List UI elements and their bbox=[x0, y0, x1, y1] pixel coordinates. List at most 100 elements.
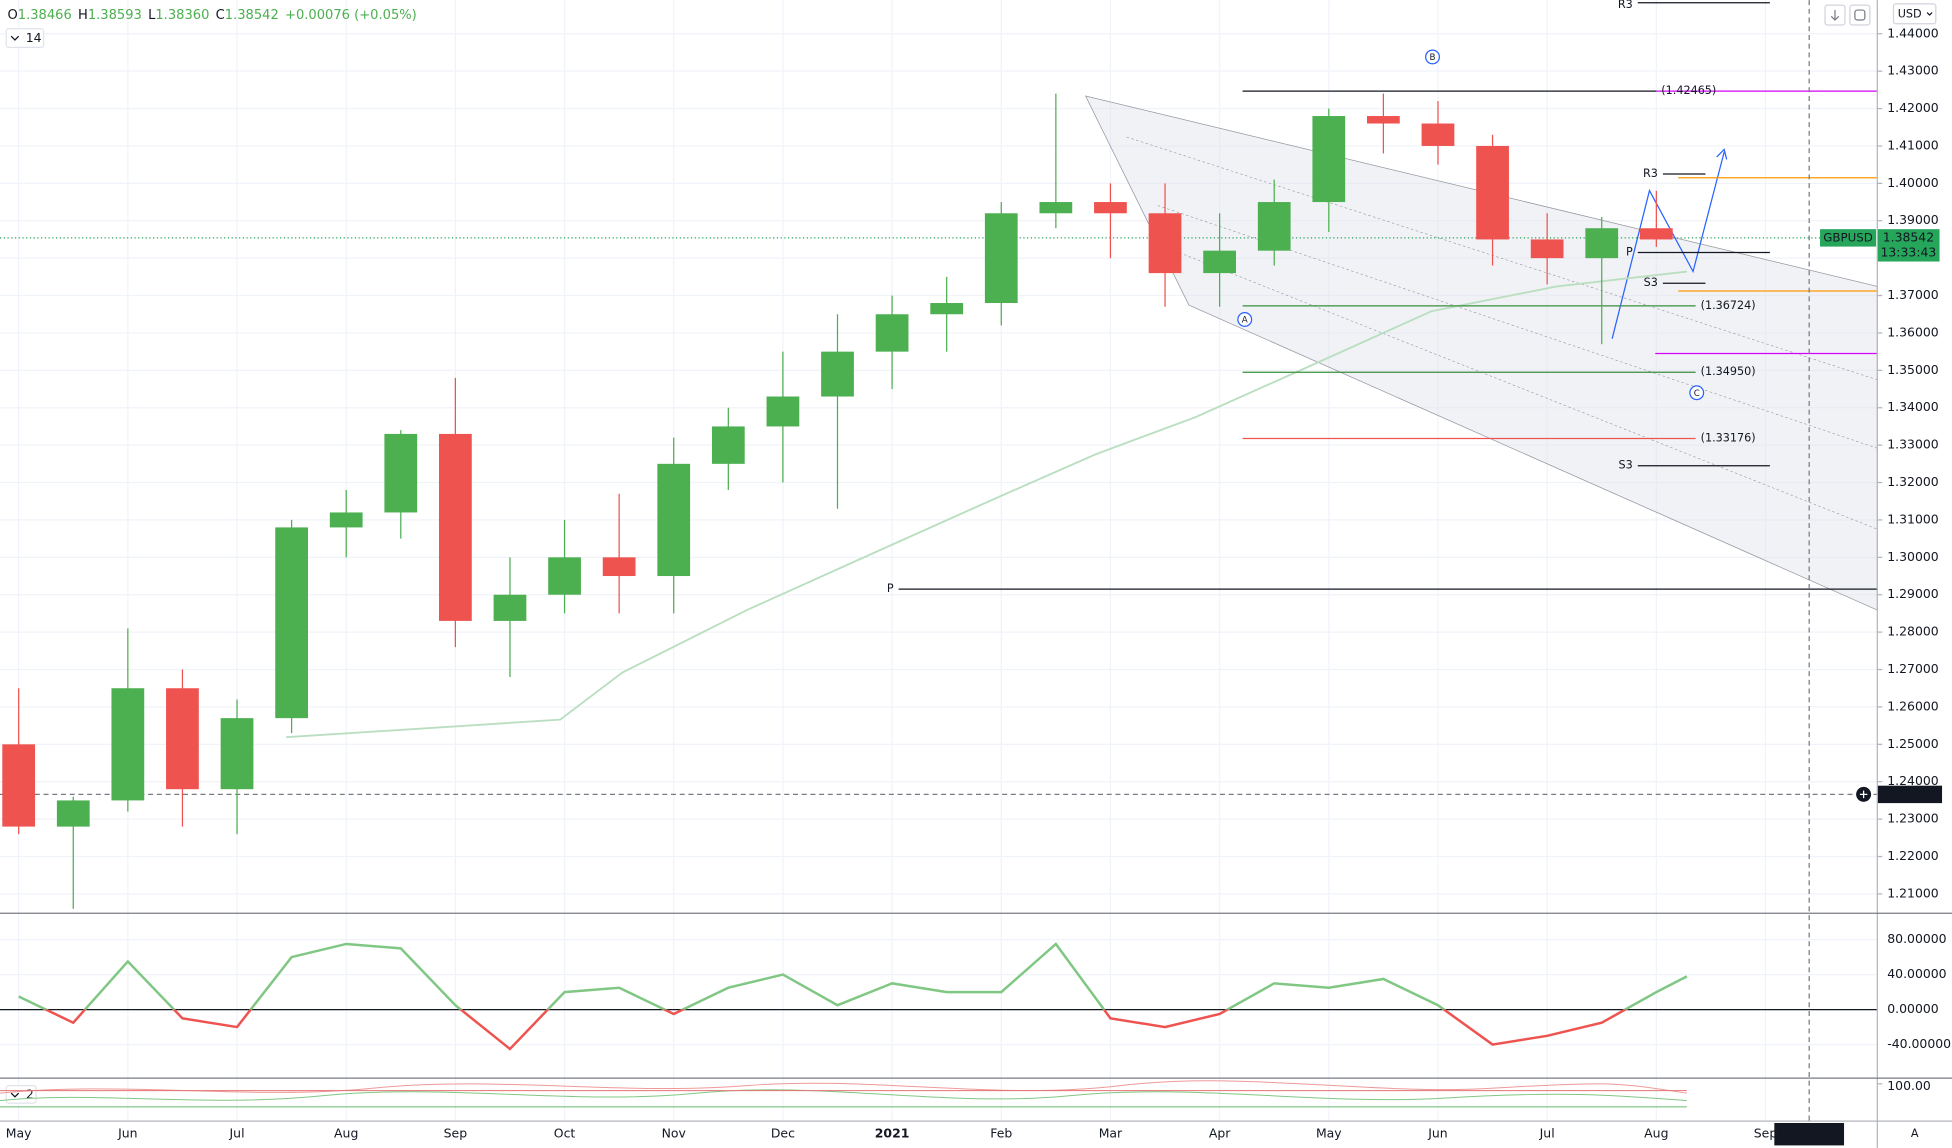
wave-marker bbox=[1425, 49, 1440, 65]
pivot-label: R3 bbox=[1643, 167, 1658, 180]
candle-body bbox=[930, 303, 964, 315]
x-tick-label: Sep bbox=[444, 1126, 468, 1141]
candle-body bbox=[1094, 202, 1127, 214]
candle-body bbox=[1312, 116, 1346, 203]
candle-body bbox=[56, 800, 90, 827]
y-tick-label: 1.28000 bbox=[1887, 624, 1939, 639]
crosshair-price-box bbox=[1877, 785, 1943, 804]
scale-button: A bbox=[1911, 1127, 1919, 1140]
ohlc-key: C bbox=[216, 8, 225, 23]
y-tick-label: 1.40000 bbox=[1887, 175, 1939, 190]
candle-body bbox=[766, 396, 800, 427]
x-tick-label: Oct bbox=[554, 1126, 576, 1141]
marks bbox=[0, 0, 1878, 1121]
wave-label: C bbox=[1694, 389, 1700, 399]
collapse-icon bbox=[10, 1092, 20, 1098]
channel-midline bbox=[1170, 248, 1878, 530]
y-tick-label: 1.42000 bbox=[1887, 100, 1939, 115]
candle-body bbox=[657, 463, 691, 577]
y-tick-label: 1.26000 bbox=[1887, 698, 1939, 713]
x-tick-label: Aug bbox=[1644, 1126, 1668, 1141]
x-tick-label: Mar bbox=[1099, 1126, 1123, 1141]
ohlc-key: H bbox=[78, 8, 88, 23]
ohlc-key: O bbox=[7, 8, 17, 23]
candle-body bbox=[493, 594, 527, 621]
candle-body bbox=[439, 433, 472, 621]
last-price-label: 1.38542 bbox=[1883, 229, 1934, 244]
y-tick-label: 1.21000 bbox=[1887, 885, 1939, 900]
x-tick-label: Dec bbox=[771, 1126, 795, 1141]
ohlc-header: O1.38466 H1.38593 L1.38360 C1.38542 +0.00076… bbox=[7, 8, 416, 23]
candle-body bbox=[548, 557, 581, 595]
fib-label: (1.42465) bbox=[1661, 84, 1716, 97]
y-tick-label: 1.30000 bbox=[1887, 549, 1939, 564]
x-tick-label: Jul bbox=[229, 1126, 245, 1141]
wave-label: A bbox=[1242, 316, 1248, 326]
candle-body bbox=[1639, 228, 1673, 240]
y-tick-label: 1.27000 bbox=[1887, 661, 1939, 676]
x-tick-label: May bbox=[6, 1126, 32, 1141]
x-tick-label: Jun bbox=[1427, 1126, 1447, 1141]
pane3-label: 2 bbox=[26, 1086, 34, 1101]
inputs-label: 14 bbox=[26, 30, 42, 45]
candle-body bbox=[166, 688, 199, 790]
y-tick-label: 1.23000 bbox=[1887, 811, 1939, 826]
inputs-box bbox=[5, 28, 45, 49]
crosshair-date-box bbox=[1774, 1123, 1845, 1146]
candle-body bbox=[1039, 202, 1073, 214]
pivot-label: S3 bbox=[1619, 459, 1633, 472]
ohlc-change: +0.00076 (+0.05%) bbox=[285, 8, 417, 23]
crosshair-price-label: 1.23661 bbox=[1884, 786, 1935, 801]
y-tick-label: 80.00000 bbox=[1887, 931, 1946, 946]
candle-body bbox=[1476, 145, 1509, 240]
candle-body bbox=[875, 314, 909, 352]
ohlc-value: 1.38466 bbox=[18, 8, 72, 23]
x-tick-label: Nov bbox=[662, 1126, 686, 1141]
countdown-label: 13:33:43 bbox=[1880, 244, 1936, 259]
candle-body bbox=[2, 744, 36, 827]
pivot-label: P bbox=[1626, 246, 1633, 259]
crosshair-date-label: 16 Sep '21 bbox=[1776, 1126, 1842, 1141]
moving-average bbox=[286, 270, 1688, 739]
candle-body bbox=[329, 512, 363, 528]
x-tick-label: Jul bbox=[1539, 1126, 1555, 1141]
fib-label: (1.36724) bbox=[1701, 299, 1756, 312]
channel-midline bbox=[1126, 136, 1878, 381]
currency-button[interactable] bbox=[1892, 3, 1937, 25]
candle-body bbox=[275, 527, 308, 719]
x-tick-label: May bbox=[1316, 1126, 1342, 1141]
currency-caret bbox=[1926, 12, 1933, 16]
candle-body bbox=[1585, 228, 1619, 259]
y-tick-label: 1.22000 bbox=[1887, 848, 1939, 863]
y-tick-label: 1.37000 bbox=[1887, 287, 1939, 302]
reset-button[interactable] bbox=[1849, 4, 1871, 26]
x-tick-label: Feb bbox=[990, 1126, 1012, 1141]
candle-body bbox=[1421, 123, 1455, 146]
symbol-label: GBPUSD bbox=[1823, 230, 1873, 244]
wave-label: B bbox=[1430, 53, 1436, 63]
y-tick-label: 1.39000 bbox=[1887, 212, 1939, 227]
pane3-lines bbox=[0, 1080, 1687, 1108]
y-tick-label: 1.36000 bbox=[1887, 324, 1939, 339]
scroll-button[interactable] bbox=[1824, 4, 1846, 26]
y-tick-label: 1.31000 bbox=[1887, 511, 1939, 526]
x-tick-label: 2021 bbox=[875, 1126, 910, 1141]
candle-body bbox=[821, 351, 854, 397]
wave-marker bbox=[1689, 385, 1705, 401]
symbol-box bbox=[1820, 229, 1877, 247]
currency-label: USD bbox=[1898, 7, 1922, 20]
x-tick-label: Apr bbox=[1209, 1126, 1231, 1141]
x-tick-label: Sep bbox=[1754, 1126, 1778, 1141]
candle-body bbox=[111, 688, 145, 801]
candle-body bbox=[1148, 213, 1182, 274]
collapse-icon bbox=[10, 35, 20, 41]
y-tick-label: 1.32000 bbox=[1887, 474, 1939, 489]
y-tick-label: 1.25000 bbox=[1887, 736, 1939, 751]
candle-body bbox=[1530, 239, 1564, 259]
y-tick-label: 1.41000 bbox=[1887, 137, 1939, 152]
y-tick-label: -40.00000 bbox=[1887, 1036, 1951, 1051]
y-tick-label: 1.35000 bbox=[1887, 362, 1939, 377]
add-alert-icon bbox=[1859, 790, 1868, 799]
